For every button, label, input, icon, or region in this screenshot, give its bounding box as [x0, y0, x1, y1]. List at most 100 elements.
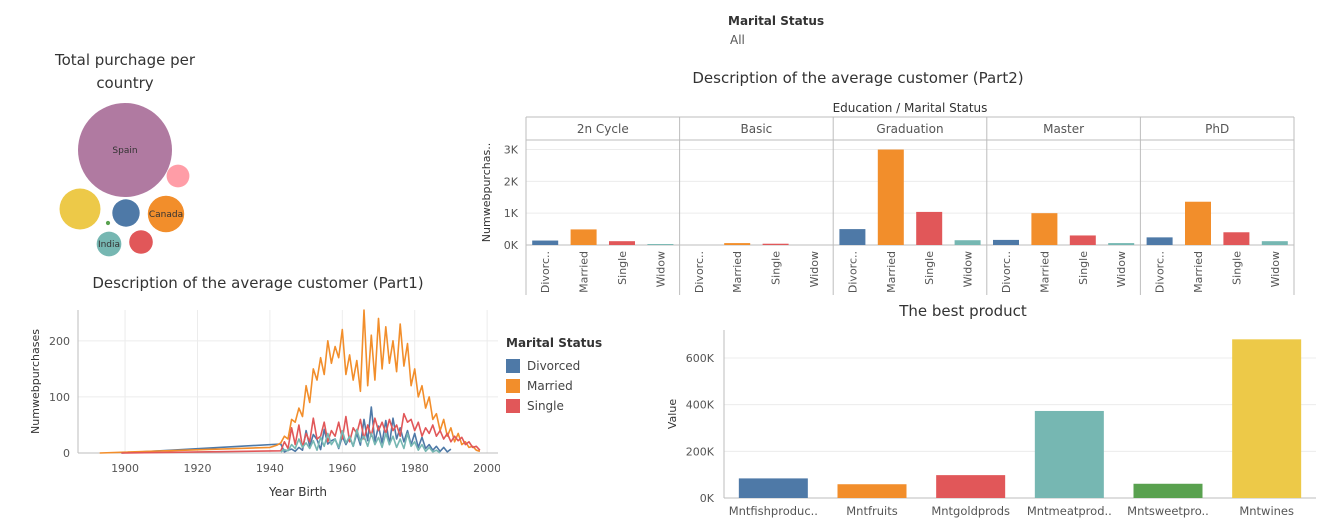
part1-series-line-widow: [280, 428, 441, 454]
part2-category-label: Single: [923, 251, 936, 285]
part2-panel-label: Graduation: [876, 122, 943, 136]
bubble-label: Spain: [112, 146, 137, 156]
bubble-chart: Spain Canada India: [59, 103, 190, 257]
part2-bar: [1069, 235, 1096, 245]
part1-series-line-divorced: [121, 406, 452, 454]
part2-bar: [724, 243, 751, 245]
part2-y-tick-label: 0K: [504, 239, 519, 252]
part2-category-label: Divorc..: [1154, 251, 1167, 293]
best-category-label: Mntmeatprod..: [1027, 504, 1112, 518]
part2-bar: [1185, 201, 1211, 245]
part1-y-tick-label: 0: [63, 447, 70, 460]
part2-category-label: Divorc..: [1000, 251, 1013, 293]
part1-y-tick-label: 200: [49, 335, 70, 348]
part2-bar: [570, 229, 597, 245]
best-category-label: Mntfruits: [846, 504, 897, 518]
part1-x-tick-label: 1960: [328, 462, 356, 475]
part2-bar: [954, 240, 981, 245]
part2-y-tick-label: 3K: [504, 144, 519, 157]
marital-status-legend: Marital Status Divorced Married Single Wido…: [506, 336, 606, 418]
best-bar-mntgoldprods: [936, 475, 1006, 498]
best-bar-mntmeatprod: [1034, 410, 1104, 498]
part2-category-label: Married: [578, 251, 591, 293]
best-category-label: Mntgoldprods: [931, 504, 1010, 518]
part1-x-tick-label: 1900: [111, 462, 139, 475]
part2-panel-label: Master: [1043, 122, 1084, 136]
part2-column-header: Education / Marital Status: [833, 101, 988, 115]
part2-bar: [993, 239, 1019, 245]
part2-category-label: Widow: [962, 251, 975, 287]
part1-chart-title: Description of the average customer (Par…: [92, 274, 424, 292]
part2-category-label: Single: [616, 251, 629, 285]
part2-bar: [1031, 213, 1058, 245]
bubble-country-3: [112, 199, 140, 227]
part2-category-label: Divorc..: [846, 251, 859, 293]
bubble-country-5: [129, 230, 153, 254]
best-category-label: Mntfishproduc..: [729, 504, 818, 518]
legend-item-widow: Widow: [506, 416, 606, 418]
part1-series-line-married: [99, 309, 481, 454]
legend-title: Marital Status: [506, 336, 603, 350]
part2-category-label: Single: [1077, 251, 1090, 285]
best-product-bar-chart: 0K 200K 400K 600K Value Mntfishproduc.. Mntfru…: [666, 330, 1316, 518]
best-y-tick-label: 200K: [686, 445, 715, 458]
part2-bar-chart: Education / Marital Status Numwebpurchas.…: [480, 101, 1295, 295]
part2-category-label: Single: [1230, 251, 1243, 285]
part2-panel-label: PhD: [1205, 122, 1229, 136]
part2-category-label: Married: [1038, 251, 1051, 293]
best-bar-mntfruits: [837, 484, 907, 498]
part2-category-label: Married: [885, 251, 898, 293]
part2-bar: [1146, 237, 1173, 245]
best-product-chart-title: The best product: [899, 302, 1027, 320]
part2-bar: [647, 244, 674, 245]
marital-status-filter-value[interactable]: All: [730, 33, 745, 47]
part2-bar: [532, 240, 559, 245]
part1-series-line-single: [121, 412, 481, 454]
legend-item-divorced: Divorced: [506, 356, 606, 376]
best-bar-mntsweetpro: [1133, 483, 1203, 498]
best-y-tick-label: 0K: [700, 492, 715, 505]
part1-line-chart: 1900 1920 1940 1960 1980 2000 0 100 200 Year Birt…: [29, 309, 500, 499]
part2-bar: [916, 211, 943, 245]
part2-category-label: Single: [770, 251, 783, 285]
bubble-label: India: [98, 240, 120, 250]
bubble-label: Canada: [149, 210, 183, 220]
best-bar-mntfishproduc: [738, 478, 808, 498]
part2-category-label: Divorc..: [693, 251, 706, 293]
part2-chart-title: Description of the average customer (Par…: [692, 69, 1024, 87]
part2-panel-label: 2n Cycle: [577, 122, 629, 136]
best-bar-mntwines: [1232, 339, 1302, 498]
part1-x-tick-label: 1920: [183, 462, 211, 475]
bubble-country-7: [105, 220, 111, 226]
best-y-tick-label: 600K: [686, 352, 715, 365]
part2-bar: [1223, 232, 1250, 245]
best-y-tick-label: 400K: [686, 399, 715, 412]
bubble-chart-title: Total purchage per country: [54, 51, 196, 92]
bubble-country-6: [166, 164, 190, 188]
part2-bar: [877, 149, 904, 245]
part2-panel-label: Basic: [741, 122, 773, 136]
bubble-india: [96, 231, 122, 257]
legend-item-married: Married: [506, 376, 606, 396]
part2-y-axis-label: Numwebpurchas..: [480, 143, 493, 242]
part2-y-tick-label: 1K: [504, 207, 519, 220]
marital-status-filter-title: Marital Status: [728, 14, 825, 28]
best-category-label: Mntwines: [1239, 504, 1294, 518]
part2-category-label: Married: [731, 251, 744, 293]
legend-swatch: [506, 379, 520, 393]
part2-category-label: Widow: [654, 251, 667, 287]
legend-swatch: [506, 399, 520, 413]
legend-item-single: Single: [506, 396, 606, 416]
part1-x-axis-label: Year Birth: [268, 485, 327, 499]
part2-y-tick-label: 2K: [504, 175, 519, 188]
part2-category-label: Widow: [808, 251, 821, 287]
legend-label: Divorced: [527, 359, 581, 373]
part2-category-label: Married: [1192, 251, 1205, 293]
part2-bar: [1261, 241, 1288, 245]
best-y-axis-label: Value: [666, 399, 679, 429]
part2-bar: [762, 243, 789, 245]
part2-bar: [609, 241, 635, 245]
part2-category-label: Widow: [1115, 251, 1128, 287]
part2-category-label: Widow: [1269, 251, 1282, 287]
part1-x-tick-label: 1980: [401, 462, 429, 475]
